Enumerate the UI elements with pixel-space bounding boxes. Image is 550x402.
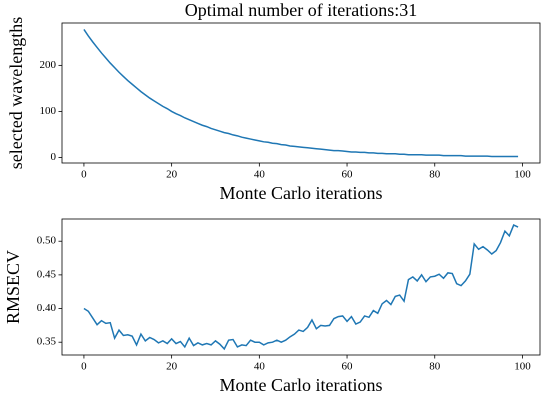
y-tick-label: 0.45 [37, 268, 57, 280]
axes-frame [61, 22, 541, 164]
y-axis-label: RMSECV [3, 250, 23, 324]
x-tick-label: 20 [166, 169, 178, 181]
y-axis-label: selected wavelengths [6, 17, 26, 169]
x-tick-label: 40 [254, 361, 266, 373]
y-tick-label: 0 [51, 151, 57, 163]
x-tick-label: 100 [514, 361, 531, 373]
x-tick-label: 80 [429, 361, 441, 373]
x-axis-label: Monte Carlo iterations [220, 183, 383, 203]
data-line [83, 29, 519, 158]
y-tick-label: 0.35 [37, 336, 57, 348]
axes-frame [61, 218, 541, 356]
y-tick-label: 100 [40, 105, 57, 117]
chart-title: Optimal number of iterations:31 [185, 0, 417, 20]
x-tick-label: 100 [514, 169, 531, 181]
x-axis-label: Monte Carlo iterations [220, 375, 383, 395]
y-tick-label: 0.40 [37, 302, 57, 314]
x-tick-label: 0 [81, 169, 87, 181]
data-line [83, 224, 519, 351]
y-tick-label: 0.50 [37, 235, 57, 247]
y-tick-label: 200 [40, 59, 57, 71]
x-tick-label: 80 [429, 169, 441, 181]
x-tick-label: 40 [254, 169, 266, 181]
x-tick-label: 60 [342, 169, 354, 181]
x-tick-label: 20 [166, 361, 178, 373]
x-tick-label: 60 [342, 361, 354, 373]
x-tick-label: 0 [81, 361, 87, 373]
